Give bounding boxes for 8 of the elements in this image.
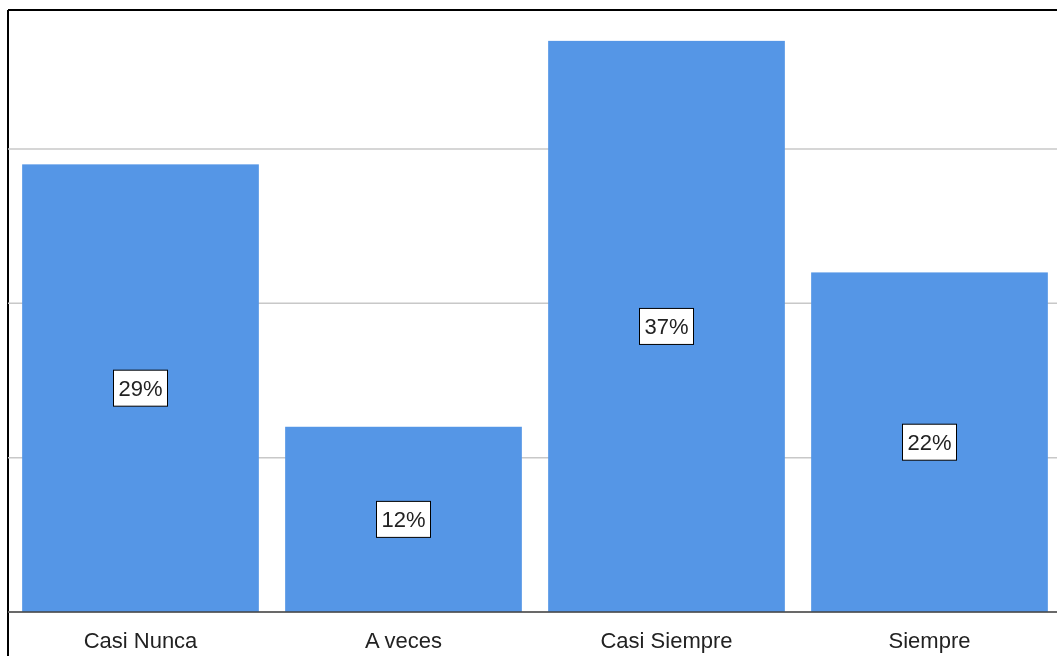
- data-label: 37%: [644, 314, 689, 340]
- x-tick-label: Casi Nunca: [83, 628, 199, 653]
- x-tick-label: A veces: [364, 628, 443, 653]
- data-label: 22%: [907, 430, 952, 456]
- x-tick-label: Siempre: [888, 628, 971, 653]
- data-label: 29%: [118, 376, 163, 402]
- x-tick-label: Casi Siempre: [600, 628, 733, 653]
- data-label: 12%: [381, 507, 426, 533]
